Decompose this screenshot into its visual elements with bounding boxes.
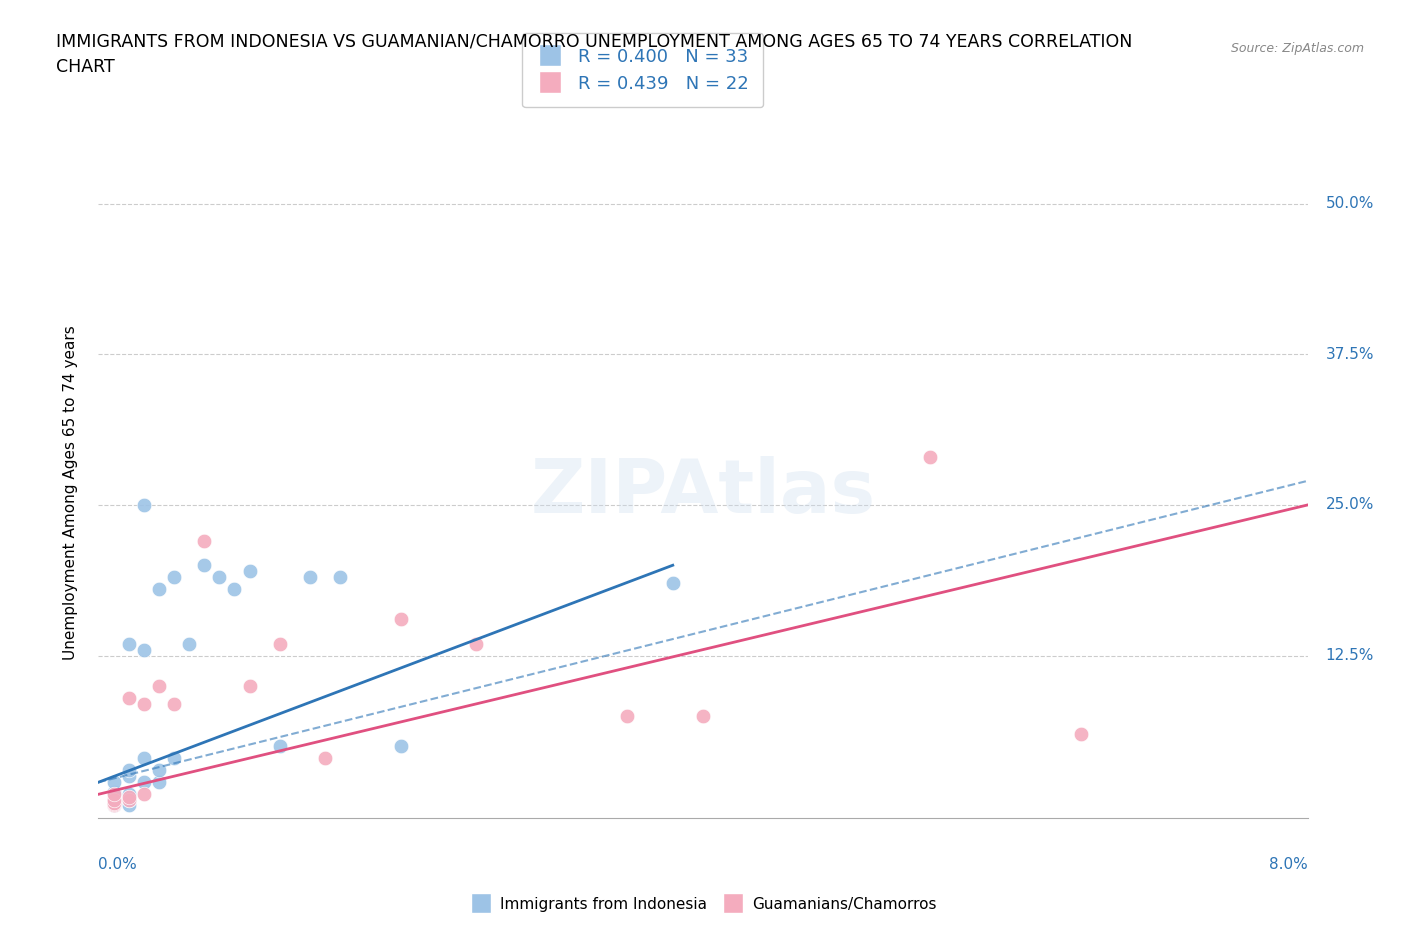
Point — [616, 709, 638, 724]
Point — [163, 751, 186, 765]
Point — [103, 784, 125, 799]
Point — [118, 763, 141, 777]
Point — [118, 636, 141, 651]
Point — [329, 570, 352, 585]
Y-axis label: Unemployment Among Ages 65 to 74 years: Unemployment Among Ages 65 to 74 years — [63, 326, 77, 660]
Text: 0.0%: 0.0% — [98, 857, 138, 872]
Point — [132, 775, 155, 790]
Point — [193, 558, 215, 573]
Point — [179, 636, 201, 651]
Text: 37.5%: 37.5% — [1326, 347, 1374, 362]
Point — [269, 738, 291, 753]
Point — [103, 793, 125, 808]
Text: 8.0%: 8.0% — [1268, 857, 1308, 872]
Point — [103, 798, 125, 813]
Point — [692, 709, 714, 724]
Point — [118, 793, 141, 808]
Point — [103, 796, 125, 811]
Point — [148, 763, 170, 777]
Point — [918, 449, 941, 464]
Point — [163, 697, 186, 711]
Point — [132, 498, 155, 512]
Point — [103, 795, 125, 810]
Point — [103, 796, 125, 811]
Point — [239, 678, 262, 693]
Text: 50.0%: 50.0% — [1326, 196, 1374, 211]
Point — [465, 636, 488, 651]
Point — [132, 697, 155, 711]
Point — [118, 793, 141, 808]
Point — [103, 798, 125, 813]
Point — [132, 787, 155, 802]
Legend: R = 0.400   N = 33, R = 0.439   N = 22: R = 0.400 N = 33, R = 0.439 N = 22 — [522, 33, 763, 107]
Text: Source: ZipAtlas.com: Source: ZipAtlas.com — [1230, 42, 1364, 55]
Point — [239, 564, 262, 578]
Point — [269, 636, 291, 651]
Point — [103, 798, 125, 813]
Point — [661, 576, 683, 591]
Point — [224, 582, 246, 597]
Point — [118, 787, 141, 802]
Text: IMMIGRANTS FROM INDONESIA VS GUAMANIAN/CHAMORRO UNEMPLOYMENT AMONG AGES 65 TO 74: IMMIGRANTS FROM INDONESIA VS GUAMANIAN/C… — [56, 33, 1133, 50]
Point — [148, 775, 170, 790]
Point — [118, 798, 141, 813]
Point — [148, 582, 170, 597]
Point — [103, 795, 125, 810]
Point — [103, 775, 125, 790]
Text: 25.0%: 25.0% — [1326, 498, 1374, 512]
Text: ZIPAtlas: ZIPAtlas — [530, 457, 876, 529]
Point — [163, 570, 186, 585]
Point — [118, 690, 141, 705]
Point — [132, 643, 155, 658]
Text: CHART: CHART — [56, 58, 115, 75]
Point — [103, 787, 125, 802]
Point — [148, 678, 170, 693]
Point — [1070, 726, 1092, 741]
Point — [389, 738, 412, 753]
Point — [103, 793, 125, 808]
Point — [208, 570, 231, 585]
Point — [314, 751, 336, 765]
Point — [103, 796, 125, 811]
Point — [193, 534, 215, 549]
Text: 12.5%: 12.5% — [1326, 648, 1374, 663]
Point — [299, 570, 322, 585]
Point — [389, 612, 412, 627]
Point — [118, 790, 141, 804]
Point — [132, 751, 155, 765]
Legend: Immigrants from Indonesia, Guamanians/Chamorros: Immigrants from Indonesia, Guamanians/Ch… — [463, 891, 943, 918]
Point — [118, 769, 141, 784]
